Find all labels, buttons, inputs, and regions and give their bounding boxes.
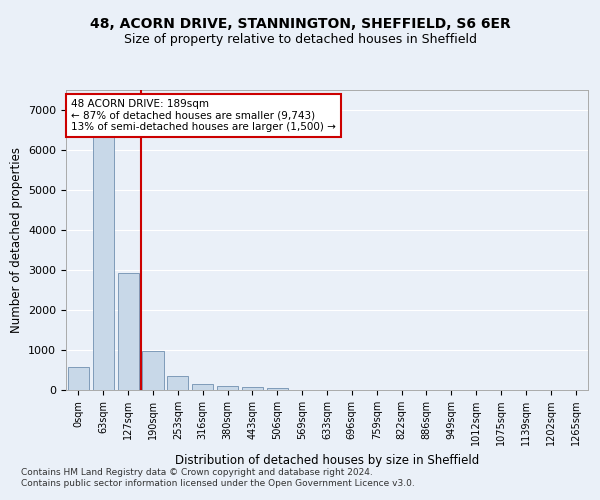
- Bar: [267, 388, 288, 390]
- Text: Contains HM Land Registry data © Crown copyright and database right 2024.: Contains HM Land Registry data © Crown c…: [21, 468, 373, 477]
- Text: 48 ACORN DRIVE: 189sqm
← 87% of detached houses are smaller (9,743)
13% of semi-: 48 ACORN DRIVE: 189sqm ← 87% of detached…: [71, 99, 336, 132]
- Bar: [192, 384, 213, 390]
- Y-axis label: Number of detached properties: Number of detached properties: [10, 147, 23, 333]
- Bar: [68, 367, 89, 390]
- Text: 48, ACORN DRIVE, STANNINGTON, SHEFFIELD, S6 6ER: 48, ACORN DRIVE, STANNINGTON, SHEFFIELD,…: [89, 18, 511, 32]
- Bar: [93, 135, 114, 390]
- Bar: [167, 376, 188, 390]
- X-axis label: Distribution of detached houses by size in Sheffield: Distribution of detached houses by size …: [175, 454, 479, 466]
- Bar: [142, 351, 164, 390]
- Text: Size of property relative to detached houses in Sheffield: Size of property relative to detached ho…: [124, 32, 476, 46]
- Bar: [118, 273, 139, 390]
- Text: Contains public sector information licensed under the Open Government Licence v3: Contains public sector information licen…: [21, 480, 415, 488]
- Bar: [217, 386, 238, 390]
- Bar: [242, 388, 263, 390]
